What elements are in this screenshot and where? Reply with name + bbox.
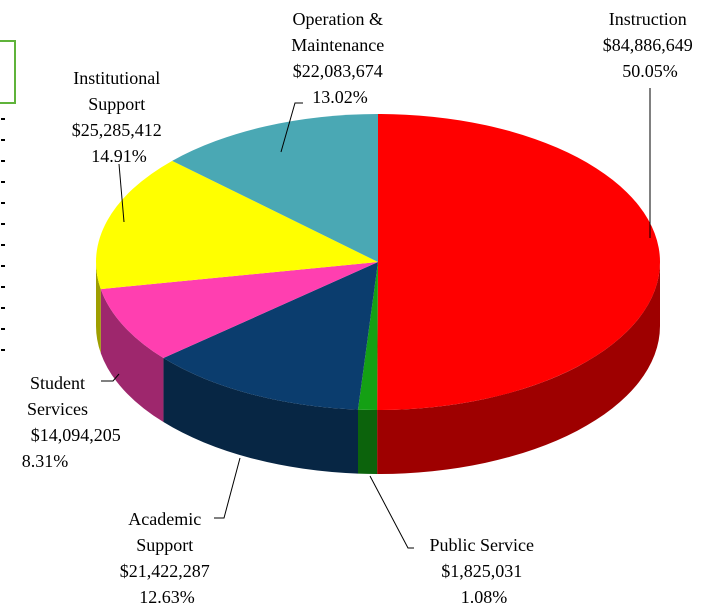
label-academic-support-percent: 12.63% — [139, 587, 195, 607]
label-student-services-amount: $14,094,205 — [31, 425, 121, 445]
leader-academic-support — [214, 457, 241, 519]
label-student-services-percent: 8.31% — [22, 451, 69, 471]
label-instruction: Instruction $84,886,649 50.05% — [603, 9, 698, 81]
label-institutional-support-line1: Institutional — [73, 68, 160, 88]
label-student-services: Student Services $14,094,205 8.31% — [22, 373, 126, 471]
label-instruction-amount: $84,886,649 — [603, 35, 693, 55]
label-operation-maintenance: Operation & Maintenance $22,083,674 13.0… — [291, 9, 388, 107]
label-student-services-line1: Student — [30, 373, 85, 393]
pie-side-instruction — [377, 262, 660, 474]
label-operation-maintenance-line1: Operation & — [293, 9, 383, 29]
slice-labels: Instruction $84,886,649 50.05% Operation… — [22, 9, 698, 607]
pie-tops — [95, 113, 661, 411]
label-operation-maintenance-percent: 13.02% — [312, 87, 368, 107]
pie-slice-instruction — [377, 114, 661, 411]
label-instruction-name: Instruction — [609, 9, 687, 29]
label-public-service-percent: 1.08% — [461, 587, 508, 607]
label-institutional-support-percent: 14.91% — [91, 146, 147, 166]
label-academic-support: Academic Support $21,422,287 12.63% — [120, 509, 215, 607]
label-student-services-line2: Services — [27, 399, 88, 419]
leader-student-services — [101, 373, 120, 382]
pie-sides — [96, 262, 660, 474]
leader-operation-maintenance — [280, 102, 303, 153]
leader-public-service — [369, 475, 414, 549]
pie-side-student_services — [100, 289, 164, 423]
label-academic-support-amount: $21,422,287 — [120, 561, 210, 581]
pie-slice-institutional_support — [95, 160, 378, 290]
pie-side-public_service — [357, 409, 378, 474]
pie-side-academic_support — [163, 358, 358, 474]
pie-slice-student_services — [100, 262, 379, 359]
label-operation-maintenance-line2: Maintenance — [291, 35, 384, 55]
pie-slice-public_service — [357, 262, 378, 410]
pie-side-institutional_support — [96, 262, 101, 354]
label-operation-maintenance-amount: $22,083,674 — [293, 61, 383, 81]
pie-slice-academic_support — [163, 262, 378, 410]
label-public-service-name: Public Service — [430, 535, 534, 555]
label-public-service-amount: $1,825,031 — [441, 561, 522, 581]
label-academic-support-line1: Academic — [128, 509, 201, 529]
label-institutional-support: Institutional Support $25,285,412 14.91% — [72, 68, 167, 166]
pie-slice-operation_maintenance — [172, 113, 378, 262]
left-edge-ticks — [1, 118, 7, 370]
label-institutional-support-amount: $25,285,412 — [72, 120, 162, 140]
leader-institutional-support — [118, 163, 125, 223]
label-public-service: Public Service $1,825,031 1.08% — [430, 535, 539, 607]
leader-lines — [101, 88, 651, 549]
label-academic-support-line2: Support — [136, 535, 193, 555]
label-instruction-percent: 50.05% — [622, 61, 678, 81]
left-edge-fragment — [0, 40, 16, 104]
label-institutional-support-line2: Support — [88, 94, 145, 114]
